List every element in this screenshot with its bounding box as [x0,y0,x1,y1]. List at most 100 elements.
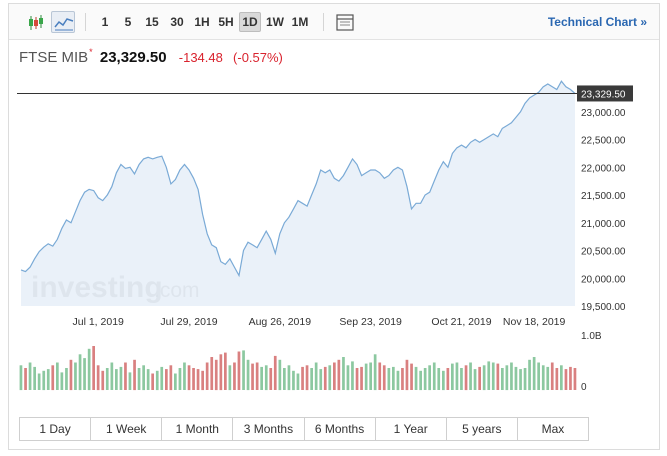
range-5-years[interactable]: 5 years [446,418,518,440]
range-1-month[interactable]: 1 Month [162,418,234,440]
volume-bar [87,348,91,391]
volume-tick-label: 0 [581,382,587,393]
last-price: 23,329.50 [99,49,167,66]
volume-bar [69,359,73,391]
double-chevron-right-icon: » [640,15,647,29]
volume-bar [505,365,509,391]
price-area [21,81,575,306]
interval-1d[interactable]: 1D [239,12,261,32]
volume-bar [382,365,386,391]
volume-bar [233,362,236,390]
range-6-months[interactable]: 6 Months [304,418,376,440]
volume-bar [155,370,159,391]
volume-bar [414,366,418,390]
volume-bar [360,366,363,390]
area-chart-icon[interactable] [51,11,75,33]
candlestick-icon[interactable] [23,11,47,33]
interval-5[interactable]: 5 [124,15,132,29]
volume-bar [473,369,477,390]
volume-bar [487,361,491,390]
interval-1m[interactable]: 1M [291,15,309,29]
volume-bar [115,369,118,390]
range-max[interactable]: Max [517,418,588,440]
y-tick-label: 20,500.00 [581,247,626,258]
volume-bar [523,368,527,390]
range-1-week[interactable]: 1 Week [91,418,163,440]
volume-bar [51,365,55,391]
volume-bar [160,366,164,390]
volume-bar [378,362,382,390]
interval-1[interactable]: 1 [101,15,109,29]
volume-bar [278,359,282,391]
volume-bar [101,370,105,391]
volume-bar [305,365,309,391]
volume-bar [242,350,245,390]
x-tick-label: Nov 18, 2019 [503,316,566,328]
volume-bar [169,365,173,391]
volume-bar [119,366,123,390]
volume-bar [387,368,391,390]
volume-bar [287,365,291,391]
volume-bar [569,366,572,390]
volume-bar [37,373,41,390]
x-tick-label: Jul 29, 2019 [160,316,217,328]
volume-bar [178,368,182,390]
volume-bar [105,368,109,390]
volume-bar [187,365,191,391]
toolbar-divider [85,13,86,31]
interval-1h[interactable]: 1H [194,15,210,29]
interval-1w[interactable]: 1W [266,15,284,29]
x-tick-label: Jul 1, 2019 [73,316,125,328]
range-1-year[interactable]: 1 Year [375,418,447,440]
delayed-marker-icon: * [89,47,93,57]
price-chart[interactable]: investing.com23,329.5023,000.0022,500.00… [9,4,659,414]
interval-5h[interactable]: 5H [218,15,234,29]
current-price-label: 23,329.50 [581,89,626,100]
volume-bar [455,362,459,390]
volume-bar [573,368,577,390]
volume-bar [510,362,513,390]
volume-bar [451,363,454,390]
volume-bar [555,368,559,390]
volume-bar [19,365,23,391]
volume-bar [260,366,263,390]
x-tick-label: Aug 26, 2019 [249,316,312,328]
volume-bar [183,362,186,390]
panel-icon[interactable] [332,11,356,33]
volume-bar [423,368,427,390]
volume-bar [301,366,304,390]
volume-bar [83,358,86,390]
volume-bar [165,369,168,390]
volume-bar [273,355,277,390]
volume-bar [210,357,214,390]
volume-bar [205,362,209,390]
volume-bar [537,362,540,390]
volume-bar [351,361,354,390]
interval-30[interactable]: 30 [170,15,184,29]
interval-15[interactable]: 15 [145,15,159,29]
volume-bar [314,362,318,390]
price-change: -134.48 [178,50,223,65]
range-1-day[interactable]: 1 Day [20,418,92,440]
volume-bar [369,362,372,390]
volume-bar [237,351,241,390]
volume-bar [33,366,36,390]
volume-bar [428,365,431,391]
volume-bar [174,373,177,390]
volume-bar [65,368,68,390]
volume-bar [124,362,127,390]
price-line [20,80,576,278]
y-tick-label: 19,500.00 [581,302,626,313]
y-tick-label: 22,000.00 [581,163,626,174]
toolbar: 1 5 15 30 1H 5H 1D 1W 1M Technical Chart… [9,4,659,40]
technical-chart-link[interactable]: Technical Chart » [548,15,647,29]
volume-bar [342,357,345,390]
volume-bar [292,370,295,391]
volume-bar [419,370,422,391]
volume-bar [137,368,141,390]
range-3-months[interactable]: 3 Months [233,418,305,440]
volume-bar [550,362,554,390]
volume-bar [42,370,46,391]
volume-bar [532,357,536,390]
toolbar-divider [323,13,324,31]
